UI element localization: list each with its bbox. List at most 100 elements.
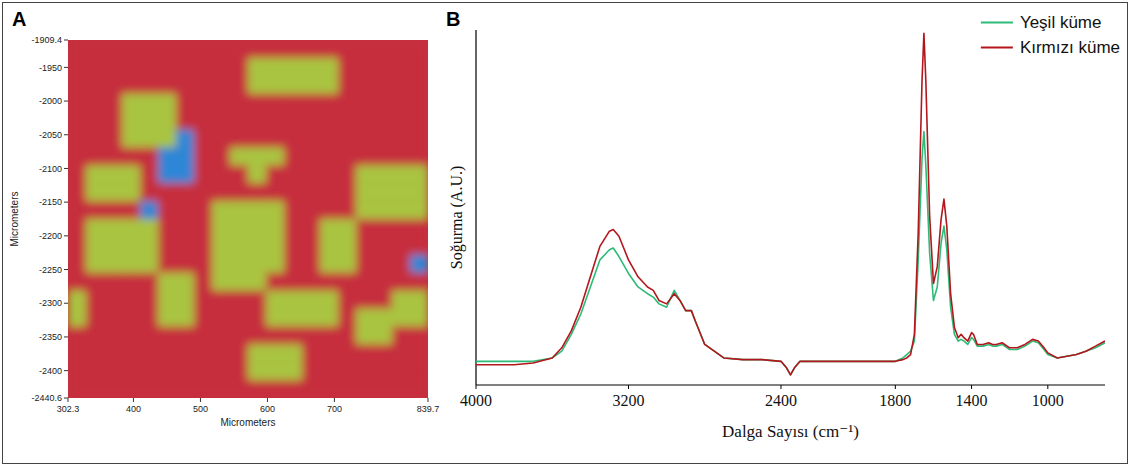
cell xyxy=(86,58,105,77)
cell xyxy=(338,380,357,398)
y-tick-label: -1950 xyxy=(39,63,62,73)
cell xyxy=(356,112,375,131)
cell xyxy=(68,362,87,381)
cell xyxy=(194,58,213,77)
cell xyxy=(176,273,195,292)
cell xyxy=(104,40,123,59)
cell xyxy=(392,273,411,292)
cell xyxy=(212,237,231,256)
y-tick xyxy=(64,134,68,135)
figure-frame xyxy=(3,3,1128,464)
cell xyxy=(104,237,123,256)
cell xyxy=(158,94,177,113)
cell xyxy=(356,273,375,292)
cell xyxy=(68,255,87,273)
cell xyxy=(284,130,303,149)
cell xyxy=(248,130,267,149)
cell xyxy=(104,273,123,292)
cell xyxy=(140,362,159,381)
cell xyxy=(320,130,339,149)
cell xyxy=(356,76,375,95)
cell xyxy=(320,147,339,166)
panel-letter: A xyxy=(12,8,26,30)
cell xyxy=(140,219,159,238)
cell xyxy=(338,219,357,238)
cell xyxy=(86,165,105,184)
cell xyxy=(356,165,375,184)
cell xyxy=(266,76,285,95)
cell xyxy=(248,291,267,310)
cell xyxy=(104,291,123,310)
x-tick-label: 839.7 xyxy=(417,404,440,414)
y-tick-label: -2200 xyxy=(39,231,62,241)
y-tick xyxy=(64,269,68,270)
x-tick xyxy=(133,398,134,402)
cell xyxy=(248,76,267,95)
cell xyxy=(140,130,159,149)
cell xyxy=(86,380,105,398)
cell xyxy=(266,309,285,328)
cell xyxy=(158,147,177,166)
cell xyxy=(338,201,357,220)
cell xyxy=(68,344,87,363)
cell xyxy=(302,255,321,273)
cell xyxy=(374,76,393,95)
cell xyxy=(284,58,303,77)
cell xyxy=(230,362,249,381)
cell xyxy=(104,165,123,184)
cell xyxy=(194,309,213,328)
cell xyxy=(392,165,411,184)
cell xyxy=(248,201,267,220)
cell xyxy=(230,237,249,256)
cell xyxy=(176,380,195,398)
cell xyxy=(392,237,411,256)
cell xyxy=(230,201,249,220)
y-tick xyxy=(64,202,68,203)
cell xyxy=(230,273,249,292)
cell xyxy=(122,40,141,59)
cell xyxy=(122,94,141,113)
cell xyxy=(356,130,375,149)
cell xyxy=(158,201,177,220)
cell xyxy=(320,380,339,398)
cell xyxy=(176,147,195,166)
cell xyxy=(176,237,195,256)
cell xyxy=(392,219,411,238)
cell xyxy=(338,76,357,95)
cell xyxy=(266,40,285,59)
cell xyxy=(140,183,159,202)
cell xyxy=(302,165,321,184)
cell xyxy=(410,380,428,398)
legend-label: Kırmızı küme xyxy=(1020,38,1120,57)
cell xyxy=(338,362,357,381)
cell xyxy=(176,326,195,345)
cell xyxy=(68,237,87,256)
x-tick xyxy=(334,398,335,402)
cell xyxy=(122,112,141,131)
cell xyxy=(176,219,195,238)
cell xyxy=(338,130,357,149)
cell xyxy=(68,201,87,220)
cell xyxy=(86,362,105,381)
cell xyxy=(194,291,213,310)
cell xyxy=(122,309,141,328)
cell xyxy=(284,309,303,328)
cell xyxy=(194,201,213,220)
cell xyxy=(302,237,321,256)
cell xyxy=(194,237,213,256)
cell xyxy=(392,326,411,345)
cell xyxy=(374,344,393,363)
cell xyxy=(176,309,195,328)
cell xyxy=(104,112,123,131)
cell xyxy=(104,147,123,166)
cell xyxy=(194,255,213,273)
cell xyxy=(356,380,375,398)
x-axis-title: Dalga Sayısı (cm⁻¹) xyxy=(722,422,859,441)
cell xyxy=(266,291,285,310)
x-tick xyxy=(1047,385,1048,389)
cell xyxy=(68,58,87,77)
cell xyxy=(284,362,303,381)
cell xyxy=(392,76,411,95)
x-tick-label: 2400 xyxy=(765,392,797,409)
cell xyxy=(158,130,177,149)
